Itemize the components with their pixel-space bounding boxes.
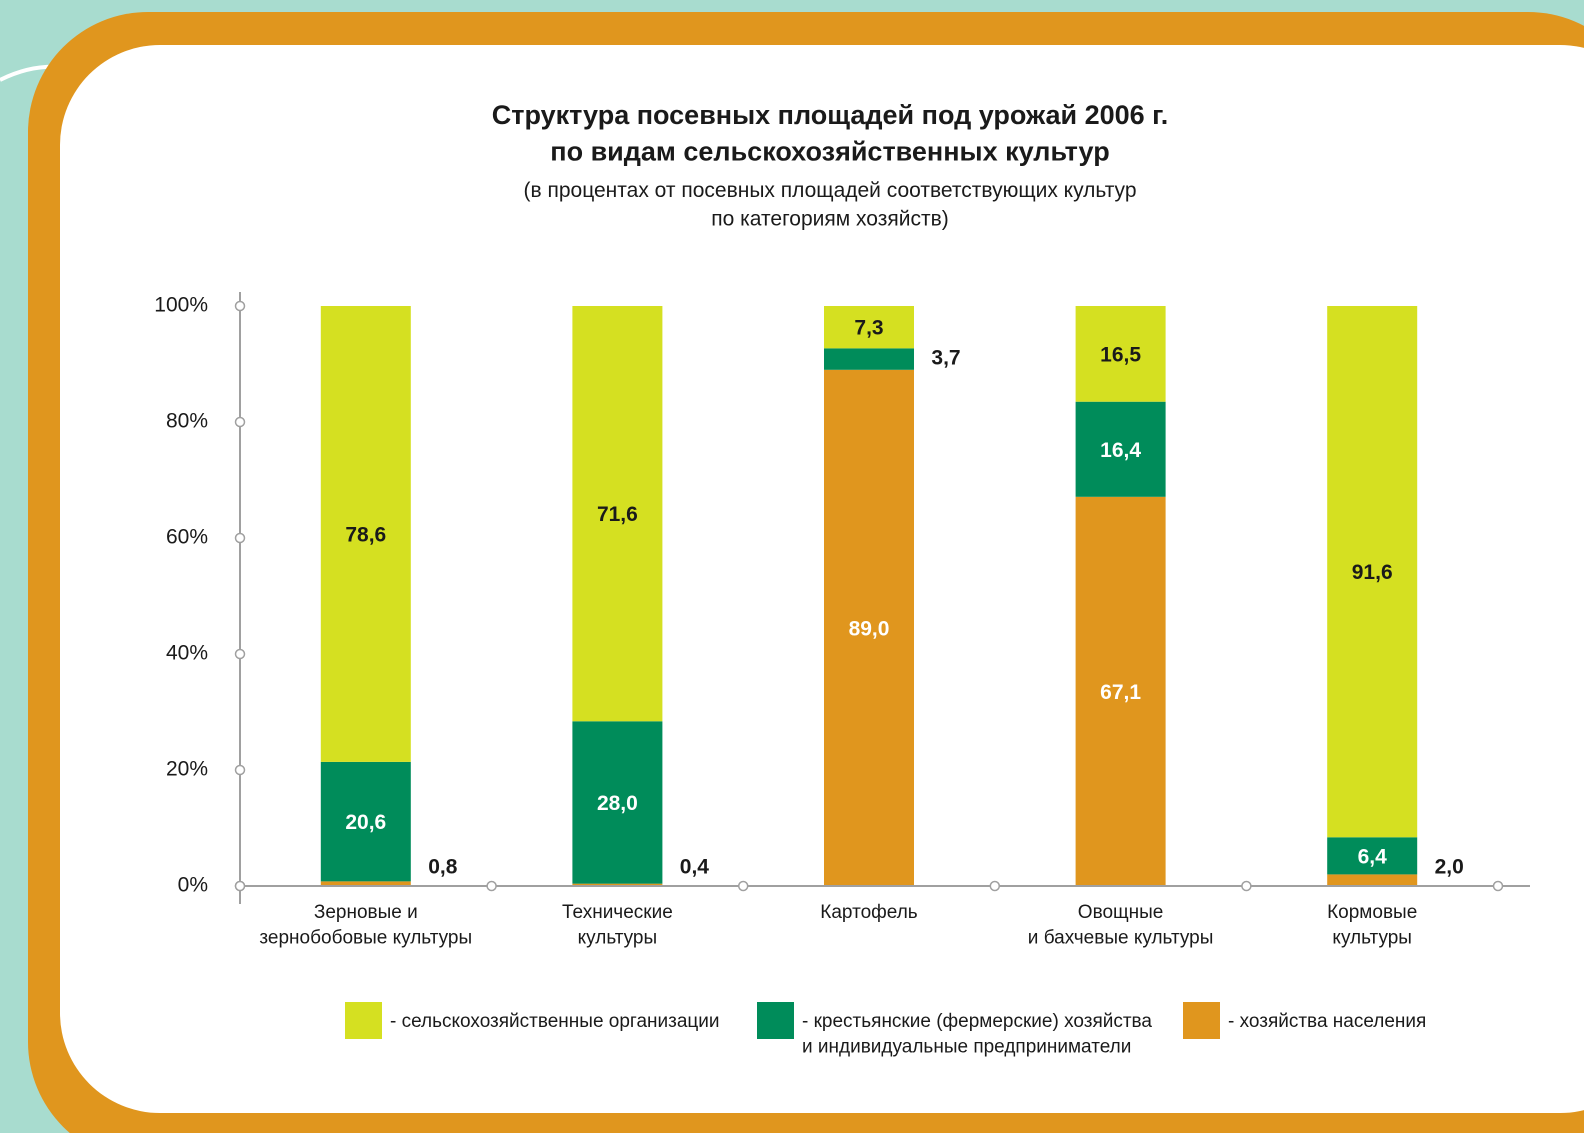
legend-swatch [345, 1002, 382, 1039]
axis-dot [486, 880, 497, 892]
legend-swatch [1183, 1002, 1220, 1039]
x-tick-label: Овощные и бахчевые культуры [1028, 902, 1214, 949]
panel [60, 45, 1584, 1113]
x-tick-label: Зерновые и зернобобовые культуры [259, 902, 472, 949]
bar-segment [1075, 401, 1166, 497]
value-label: 7,3 [854, 317, 883, 340]
bar-segment [320, 881, 411, 886]
bar-segment [1327, 874, 1418, 886]
value-label: 67,1 [1100, 681, 1141, 704]
y-tick [234, 532, 246, 544]
value-label: 89,0 [849, 617, 890, 640]
bar-segment [1327, 837, 1418, 875]
bar-segment [824, 306, 914, 349]
y-tick [234, 300, 246, 312]
bar-segment [572, 883, 663, 886]
bar-segment [1075, 496, 1166, 886]
chart-subtitle: (в процентах от посевных площадей соотве… [523, 179, 1136, 230]
axis-dot [1241, 880, 1252, 892]
value-label: 0,8 [428, 856, 458, 879]
x-tick-label: Картофель [820, 902, 917, 923]
value-label: 28,0 [597, 792, 638, 815]
value-label: 20,6 [345, 811, 386, 834]
x-tick-label: Технические культуры [562, 902, 673, 949]
y-tick [234, 880, 246, 892]
y-tick-label: 20% [166, 758, 208, 781]
value-label: 71,6 [597, 503, 638, 526]
y-tick-label: 100% [154, 294, 208, 317]
bar-segment [1327, 306, 1418, 838]
axis-dot [1492, 880, 1504, 892]
chart-title: Структура посевных площадей под урожай 2… [492, 100, 1168, 166]
bar-segment [320, 761, 411, 882]
bar-segment [320, 306, 411, 762]
x-tick-label: Кормовые культуры [1327, 902, 1417, 949]
y-tick-label: 80% [166, 410, 208, 433]
y-tick [234, 648, 246, 660]
bar-segment [824, 348, 914, 370]
y-tick-label: 0% [178, 874, 208, 897]
y-tick-label: 60% [166, 526, 208, 549]
legend-label: - сельскохозяйственные организации [390, 1011, 720, 1032]
value-label: 0,4 [680, 856, 710, 879]
value-label: 78,6 [345, 523, 386, 546]
bar-segment [572, 306, 663, 722]
value-label: 16,5 [1100, 343, 1141, 366]
y-tick [234, 416, 246, 428]
value-label: 3,7 [931, 347, 960, 370]
value-label: 16,4 [1100, 439, 1141, 462]
legend-swatch [757, 1002, 794, 1039]
value-label: 2,0 [1435, 856, 1464, 879]
y-tick-label: 40% [166, 642, 208, 665]
legend-label: - хозяйства населения [1228, 1011, 1426, 1032]
y-tick [234, 764, 246, 776]
bar-segment [572, 721, 663, 884]
value-label: 91,6 [1352, 561, 1393, 584]
legend-label: - крестьянские (фермерские) хозяйства и и… [802, 1011, 1152, 1058]
bar-segment [1075, 306, 1166, 402]
value-label: 6,4 [1358, 845, 1388, 868]
axis-dot [737, 880, 749, 892]
axis-dot [989, 880, 1001, 892]
bar-segment [824, 369, 914, 886]
